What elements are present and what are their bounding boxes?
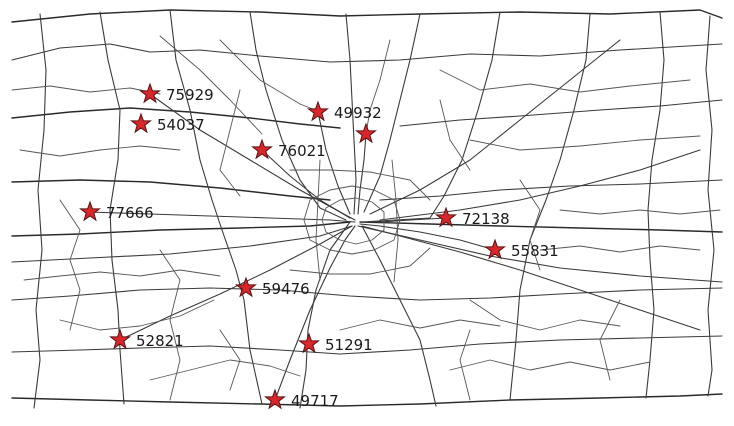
map-marker[interactable]: 49717 <box>264 388 339 410</box>
road <box>399 99 723 127</box>
road <box>289 247 431 275</box>
star-icon <box>130 112 152 134</box>
road <box>317 111 351 215</box>
road <box>339 319 501 331</box>
marker-label: 72138 <box>462 210 510 228</box>
road <box>469 135 701 151</box>
road <box>11 179 331 201</box>
star-icon <box>435 206 457 228</box>
road <box>303 185 401 255</box>
road <box>519 179 541 271</box>
map-marker[interactable]: 54037 <box>130 112 205 134</box>
map-marker[interactable]: 77666 <box>79 200 154 222</box>
road <box>11 287 723 301</box>
road <box>149 359 301 381</box>
road <box>315 159 321 281</box>
road <box>219 329 241 391</box>
road <box>89 211 356 223</box>
map-marker[interactable]: 72138 <box>435 206 510 228</box>
marker-label: 54037 <box>157 116 205 134</box>
map-marker[interactable]: 55831 <box>484 238 559 260</box>
star-icon <box>251 138 273 160</box>
marker-label: 75929 <box>166 86 214 104</box>
road <box>219 89 241 197</box>
road <box>169 9 263 405</box>
map-marker[interactable]: 76021 <box>251 138 326 160</box>
marker-label: 55831 <box>511 242 559 260</box>
star-icon <box>264 388 286 410</box>
road <box>469 299 621 331</box>
star-icon <box>139 82 161 104</box>
road <box>359 217 447 223</box>
road <box>159 35 263 135</box>
road <box>365 39 391 135</box>
road <box>11 225 353 263</box>
road <box>359 221 723 233</box>
road <box>439 99 471 171</box>
marker-label: 76021 <box>278 142 326 160</box>
road <box>369 39 621 215</box>
road <box>11 43 723 63</box>
road <box>249 11 347 221</box>
road <box>59 199 81 331</box>
road <box>509 13 591 401</box>
marker-label: 51291 <box>325 336 373 354</box>
road <box>359 223 496 251</box>
road <box>274 225 356 401</box>
road <box>361 225 701 331</box>
star-icon <box>355 122 377 144</box>
road <box>11 221 351 237</box>
star-icon <box>109 328 131 350</box>
marker-label: 49932 <box>334 104 382 122</box>
road <box>261 149 351 219</box>
road <box>299 221 351 409</box>
road <box>361 11 501 223</box>
marker-label: 77666 <box>106 204 154 222</box>
road <box>357 133 367 215</box>
road <box>439 69 691 93</box>
star-icon <box>79 200 101 222</box>
marker-label: 59476 <box>262 280 310 298</box>
map-marker[interactable] <box>355 122 377 144</box>
star-icon <box>484 238 506 260</box>
map-marker[interactable]: 75929 <box>139 82 214 104</box>
road <box>11 85 161 95</box>
road-network <box>11 9 723 409</box>
road <box>459 329 471 401</box>
road <box>33 13 47 409</box>
road <box>559 209 721 215</box>
map-marker[interactable]: 59476 <box>235 276 310 298</box>
road <box>539 245 701 253</box>
road <box>357 225 723 283</box>
road <box>159 249 181 401</box>
road <box>11 393 723 407</box>
marker-layer: 75929 54037 49932 76021 77666 <box>79 82 559 410</box>
road <box>645 11 665 399</box>
marker-label: 52821 <box>136 332 184 350</box>
map-marker[interactable]: 52821 <box>109 328 184 350</box>
road <box>391 159 399 283</box>
map-marker[interactable]: 51291 <box>298 332 373 354</box>
star-icon <box>307 100 329 122</box>
road <box>11 9 723 23</box>
road <box>361 225 437 407</box>
road <box>59 299 215 331</box>
star-icon <box>298 332 320 354</box>
road <box>23 269 221 281</box>
road <box>289 169 431 201</box>
road <box>321 197 385 245</box>
road <box>449 359 651 371</box>
road <box>19 145 181 157</box>
road <box>363 13 421 213</box>
marker-label: 49717 <box>291 392 339 410</box>
road <box>345 13 357 215</box>
road <box>599 299 621 381</box>
star-icon <box>235 276 257 298</box>
map-marker[interactable]: 49932 <box>307 100 382 122</box>
road <box>379 179 723 201</box>
road <box>219 39 321 113</box>
road <box>705 15 715 397</box>
